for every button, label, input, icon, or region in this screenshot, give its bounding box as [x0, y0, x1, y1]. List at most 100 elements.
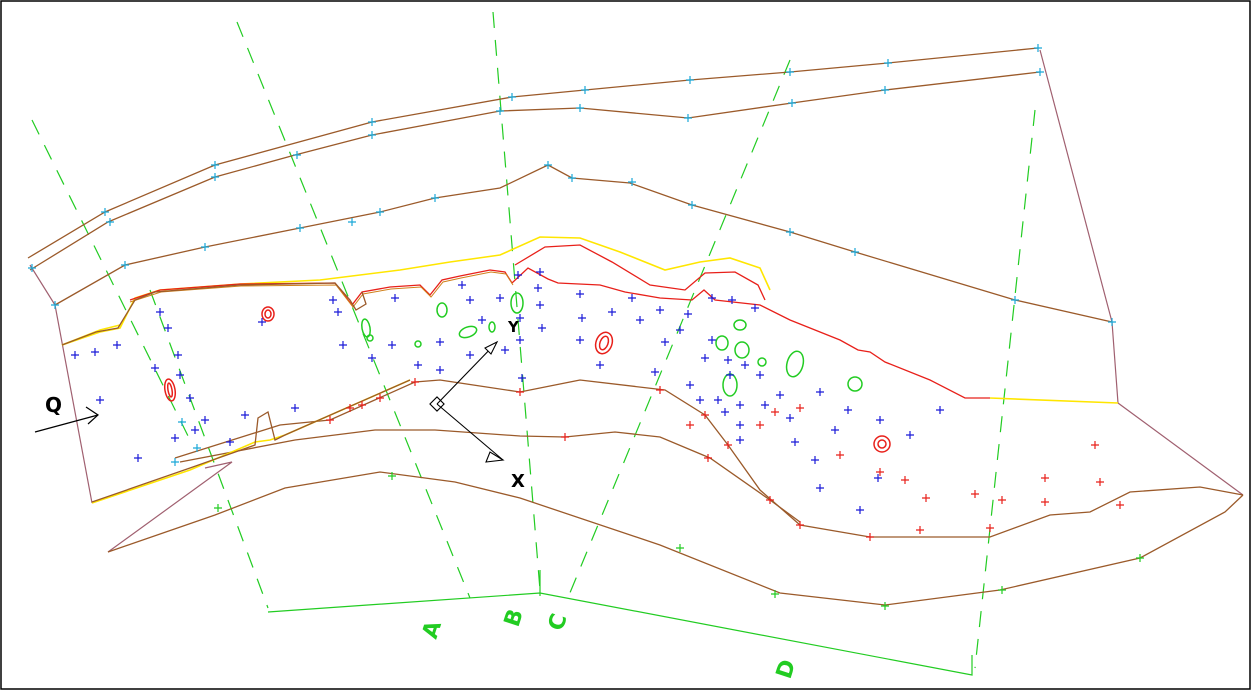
cyan-marker [348, 218, 356, 226]
blue-marker [656, 306, 664, 314]
cyan-marker [786, 68, 794, 76]
bank-red [129, 244, 990, 399]
blue-marker [516, 314, 524, 322]
blue-marker [501, 346, 509, 354]
red-marker [836, 451, 844, 459]
red-marker [796, 404, 804, 412]
blue-marker [176, 371, 184, 379]
red-marker [771, 408, 779, 416]
cyan-marker [211, 161, 219, 169]
blue-marker [329, 296, 337, 304]
red-marker [876, 468, 884, 476]
red-marker [516, 388, 524, 396]
blue-marker [701, 354, 709, 362]
cyan-marker [568, 174, 576, 182]
blue-marker [391, 294, 399, 302]
red-marker [358, 401, 366, 409]
cyan-marker [788, 99, 796, 107]
blue-marker [186, 394, 194, 402]
blue-marker [741, 361, 749, 369]
blue-marker [831, 426, 839, 434]
blue-marker [334, 308, 342, 316]
blue-marker [736, 436, 744, 444]
blue-marker [786, 414, 794, 422]
bank-yellow [61, 236, 1119, 504]
outer-boundary [29, 49, 1244, 553]
red-marker [922, 494, 930, 502]
blue-marker [151, 364, 159, 372]
red-obstacles [163, 306, 891, 453]
blue-marker [636, 316, 644, 324]
section-guides [31, 11, 1036, 669]
blue-marker [516, 336, 524, 344]
blue-marker [856, 506, 864, 514]
cyan-marker [368, 131, 376, 139]
cyan-marker [581, 86, 589, 94]
blue-marker [388, 341, 396, 349]
cyan-marker [851, 248, 859, 256]
blue-marker [686, 381, 694, 389]
green-marker [1136, 554, 1144, 562]
blue-marker [536, 268, 544, 276]
blue-marker [534, 284, 542, 292]
guide-line-d [974, 109, 1036, 669]
blue-marker [696, 396, 704, 404]
cyan-marker [201, 243, 209, 251]
blue-marker [514, 271, 522, 279]
blue-marker [156, 308, 164, 316]
cyan-marker [686, 76, 694, 84]
cyan-marker [508, 93, 516, 101]
cyan-marker [884, 59, 892, 67]
blue-marker [651, 368, 659, 376]
cyan-marker [28, 264, 36, 272]
green-marker [214, 504, 222, 512]
red-marker [766, 496, 774, 504]
blue-marker [578, 314, 586, 322]
cyan-marker [544, 161, 552, 169]
blue-marker [676, 326, 684, 334]
cyan-marker [296, 224, 304, 232]
cyan-marker [368, 118, 376, 126]
red-marker [1041, 474, 1049, 482]
coordinate-axes [429, 340, 505, 463]
blue-marker [538, 324, 546, 332]
blue-marker [708, 336, 716, 344]
blue-marker [241, 411, 249, 419]
blue-marker [71, 351, 79, 359]
green-marker [388, 472, 396, 480]
blue-marker [714, 396, 722, 404]
cyan-marker [193, 444, 201, 452]
cyan-marker [688, 201, 696, 209]
blue-marker [736, 401, 744, 409]
red-marker [686, 421, 694, 429]
blue-marker [91, 348, 99, 356]
red-marker [411, 378, 419, 386]
blue-marker [776, 391, 784, 399]
blue-marker [496, 294, 504, 302]
red-marker [701, 411, 709, 419]
cyan-marker [1108, 318, 1116, 326]
guide-line-left-low [149, 289, 269, 609]
blue-marker [536, 301, 544, 309]
blue-marker [174, 351, 182, 359]
cyan-marker [628, 178, 636, 186]
red-marker [916, 526, 924, 534]
red-marker [986, 524, 994, 532]
blue-marker [708, 294, 716, 302]
blue-marker [258, 318, 266, 326]
bank-left [61, 282, 411, 503]
contour-top-1 [27, 47, 1039, 259]
blue-marker [368, 354, 376, 362]
red-marker [901, 476, 909, 484]
cyan-marker [101, 208, 109, 216]
contour-top-3 [54, 164, 1113, 323]
blue-marker [608, 308, 616, 316]
cyan-marker [51, 301, 59, 309]
blue-marker [436, 338, 444, 346]
cyan-marker [293, 151, 301, 159]
blue-marker [791, 438, 799, 446]
green-marker [998, 586, 1006, 594]
axis-y-label: Y [507, 318, 520, 336]
contour-lines [27, 47, 1244, 606]
